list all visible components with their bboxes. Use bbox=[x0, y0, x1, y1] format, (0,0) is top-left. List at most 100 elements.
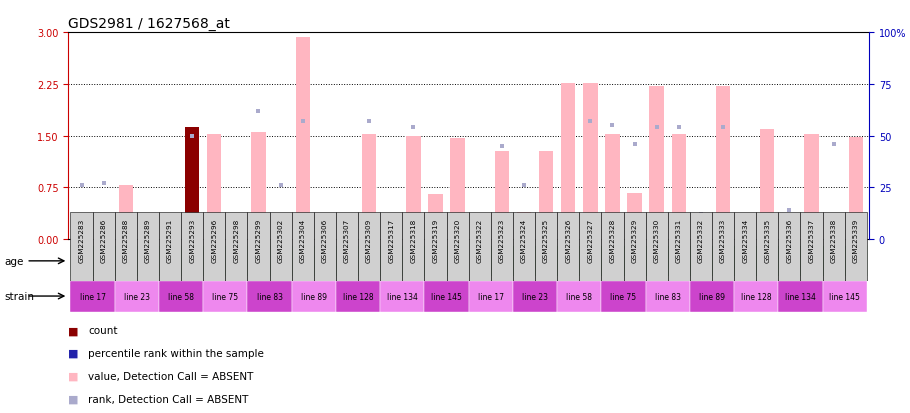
Text: GSM225283: GSM225283 bbox=[78, 218, 85, 262]
Text: rank, Detection Call = ABSENT: rank, Detection Call = ABSENT bbox=[88, 394, 248, 404]
Text: line 134: line 134 bbox=[785, 292, 816, 301]
Bar bbox=[93, 213, 115, 281]
Bar bbox=[849, 138, 863, 240]
Bar bbox=[358, 213, 380, 281]
Text: GSM225327: GSM225327 bbox=[587, 218, 593, 262]
Text: line 83: line 83 bbox=[654, 292, 681, 301]
Bar bbox=[115, 281, 159, 312]
Text: GSM225324: GSM225324 bbox=[521, 218, 527, 262]
Text: GSM225319: GSM225319 bbox=[432, 218, 439, 262]
Bar bbox=[429, 195, 442, 240]
Bar bbox=[70, 281, 115, 312]
Bar bbox=[70, 246, 469, 277]
Text: GSM225329: GSM225329 bbox=[632, 218, 638, 262]
Bar bbox=[380, 281, 424, 312]
Bar bbox=[159, 281, 203, 312]
Bar bbox=[602, 281, 645, 312]
Bar bbox=[517, 212, 531, 240]
Bar bbox=[734, 213, 756, 281]
Text: 5 h: 5 h bbox=[259, 255, 279, 268]
Bar bbox=[557, 213, 580, 281]
Text: GSM225318: GSM225318 bbox=[410, 218, 417, 262]
Text: line 83: line 83 bbox=[257, 292, 283, 301]
Bar bbox=[602, 213, 623, 281]
Bar bbox=[406, 137, 420, 240]
Text: GSM225331: GSM225331 bbox=[676, 218, 682, 262]
Text: GSM225288: GSM225288 bbox=[123, 218, 129, 262]
Text: GSM225286: GSM225286 bbox=[101, 218, 106, 262]
Text: GSM225338: GSM225338 bbox=[831, 218, 836, 262]
Text: GSM225317: GSM225317 bbox=[389, 218, 394, 262]
Bar bbox=[627, 193, 642, 240]
Text: value, Detection Call = ABSENT: value, Detection Call = ABSENT bbox=[88, 371, 254, 381]
Bar bbox=[561, 84, 575, 240]
Text: GSM225299: GSM225299 bbox=[256, 218, 261, 262]
Bar bbox=[583, 84, 598, 240]
Text: line 145: line 145 bbox=[829, 292, 860, 301]
Bar bbox=[226, 213, 248, 281]
Text: line 75: line 75 bbox=[212, 292, 238, 301]
Bar bbox=[141, 216, 155, 240]
Bar bbox=[292, 213, 314, 281]
Bar bbox=[778, 281, 823, 312]
Bar bbox=[75, 231, 88, 240]
Bar bbox=[535, 213, 557, 281]
Text: line 58: line 58 bbox=[168, 292, 194, 301]
Bar bbox=[318, 235, 332, 240]
Bar bbox=[472, 234, 487, 240]
Bar bbox=[292, 281, 336, 312]
Text: line 23: line 23 bbox=[124, 292, 150, 301]
Text: GSM225289: GSM225289 bbox=[145, 218, 151, 262]
Text: GSM225336: GSM225336 bbox=[786, 218, 793, 262]
Bar bbox=[823, 213, 844, 281]
Text: GSM225320: GSM225320 bbox=[455, 218, 460, 262]
Bar bbox=[203, 213, 226, 281]
Bar bbox=[513, 281, 557, 312]
Bar bbox=[115, 213, 136, 281]
Text: GSM225323: GSM225323 bbox=[499, 218, 505, 262]
Bar bbox=[580, 213, 602, 281]
Text: GSM225302: GSM225302 bbox=[278, 218, 284, 262]
Text: GSM225330: GSM225330 bbox=[653, 218, 660, 262]
Text: GSM225328: GSM225328 bbox=[610, 218, 615, 262]
Bar bbox=[424, 281, 469, 312]
Bar bbox=[229, 234, 244, 240]
Text: line 23: line 23 bbox=[522, 292, 548, 301]
Text: GSM225296: GSM225296 bbox=[211, 218, 217, 262]
Bar bbox=[159, 213, 181, 281]
Bar bbox=[447, 213, 469, 281]
Text: GSM225306: GSM225306 bbox=[322, 218, 328, 262]
Bar bbox=[469, 281, 513, 312]
Text: GSM225332: GSM225332 bbox=[698, 218, 704, 262]
Bar bbox=[469, 213, 490, 281]
Bar bbox=[207, 135, 221, 240]
Text: line 17: line 17 bbox=[79, 292, 106, 301]
Text: GSM225304: GSM225304 bbox=[299, 218, 306, 262]
Text: GDS2981 / 1627568_at: GDS2981 / 1627568_at bbox=[68, 17, 230, 31]
Bar bbox=[339, 236, 354, 240]
Bar bbox=[296, 38, 310, 240]
Bar bbox=[650, 87, 664, 240]
Bar bbox=[623, 213, 645, 281]
Bar bbox=[424, 213, 447, 281]
Bar bbox=[495, 152, 509, 240]
Bar bbox=[203, 281, 248, 312]
Bar bbox=[314, 213, 336, 281]
Bar bbox=[336, 281, 380, 312]
Bar bbox=[672, 135, 686, 240]
Text: line 89: line 89 bbox=[699, 292, 725, 301]
Text: age: age bbox=[5, 256, 24, 266]
Text: ■: ■ bbox=[68, 371, 79, 381]
Bar bbox=[778, 213, 801, 281]
Text: count: count bbox=[88, 325, 117, 335]
Bar bbox=[804, 135, 819, 240]
Bar bbox=[844, 213, 867, 281]
Bar bbox=[645, 213, 668, 281]
Text: line 145: line 145 bbox=[431, 292, 462, 301]
Bar bbox=[248, 213, 269, 281]
Text: GSM225291: GSM225291 bbox=[167, 218, 173, 262]
Bar bbox=[185, 128, 199, 240]
Bar bbox=[118, 186, 133, 240]
Text: GSM225337: GSM225337 bbox=[808, 218, 814, 262]
Text: GSM225333: GSM225333 bbox=[720, 218, 726, 262]
